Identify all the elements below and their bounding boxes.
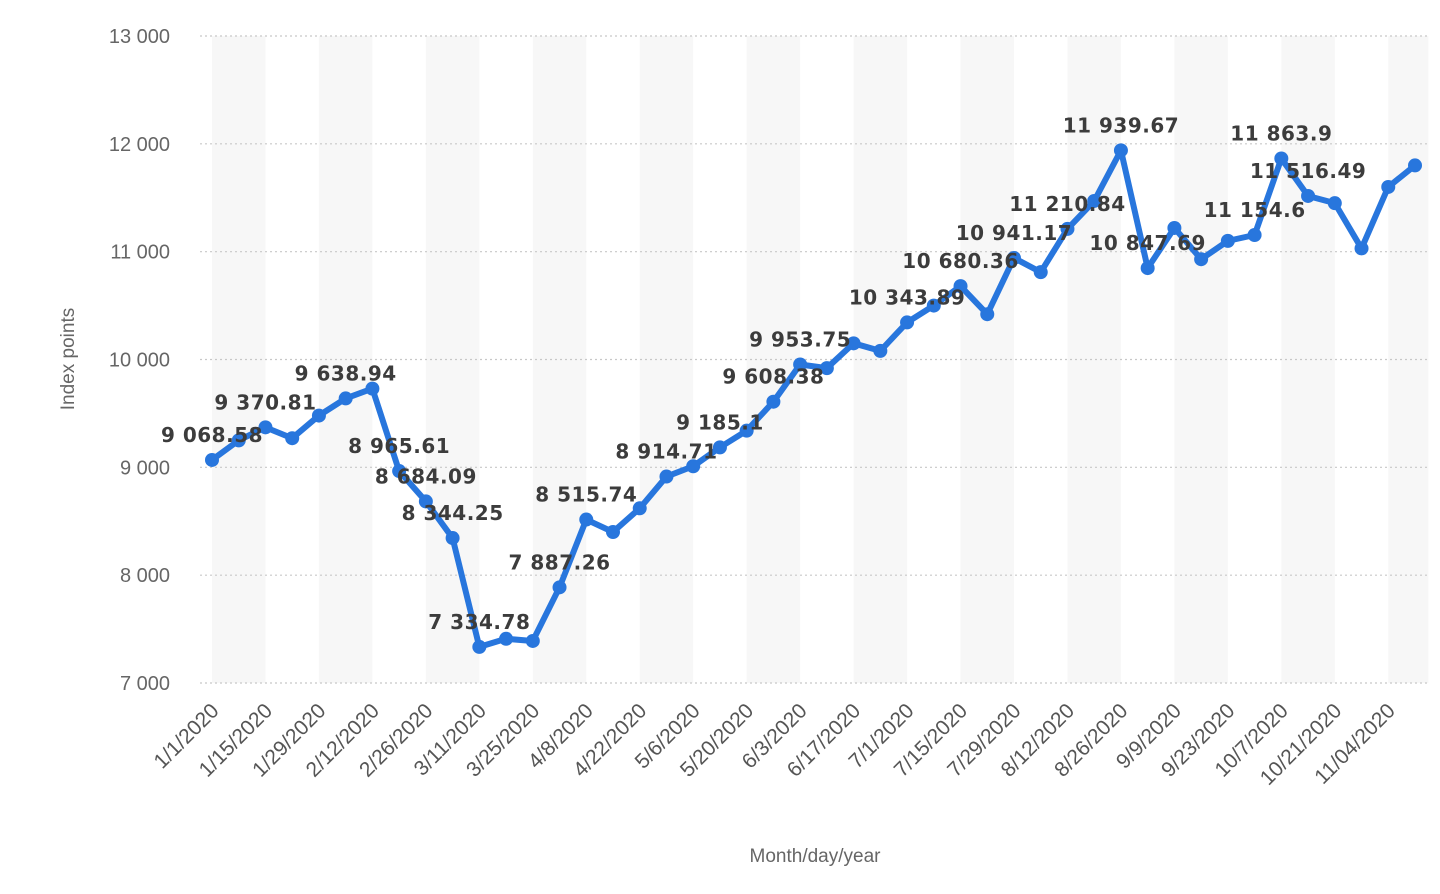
- data-point[interactable]: [1194, 252, 1209, 267]
- data-point[interactable]: [1301, 188, 1316, 203]
- data-point[interactable]: [499, 631, 514, 646]
- data-point[interactable]: [659, 469, 674, 484]
- data-point[interactable]: [579, 512, 594, 527]
- data-point[interactable]: [819, 361, 834, 376]
- data-label: 11 210.84: [1009, 192, 1125, 216]
- data-label: 9 953.75: [749, 327, 851, 351]
- data-point[interactable]: [552, 580, 567, 595]
- data-label: 11 863.9: [1230, 122, 1332, 146]
- column-band: [746, 36, 801, 683]
- data-point[interactable]: [1408, 158, 1422, 173]
- data-point[interactable]: [686, 459, 701, 474]
- y-tick-label: 10 000: [109, 350, 170, 372]
- data-label: 10 847.69: [1089, 231, 1205, 255]
- data-point[interactable]: [900, 315, 915, 330]
- data-point[interactable]: [712, 440, 727, 455]
- data-points: [205, 143, 1422, 654]
- y-tick-label: 13 000: [109, 26, 170, 48]
- x-axis-title: Month/day/year: [750, 846, 882, 867]
- data-point[interactable]: [1167, 220, 1182, 235]
- data-point[interactable]: [606, 525, 620, 540]
- data-point[interactable]: [739, 423, 754, 438]
- data-label: 8 914.71: [615, 440, 717, 464]
- data-point[interactable]: [338, 391, 353, 406]
- data-point[interactable]: [766, 394, 781, 409]
- y-tick-label: 7 000: [120, 673, 170, 695]
- y-tick-label: 12 000: [109, 134, 170, 156]
- data-label: 10 343.89: [849, 285, 965, 309]
- data-label: 9 185.1: [676, 410, 764, 434]
- data-label: 9 638.94: [295, 361, 397, 385]
- data-point[interactable]: [632, 501, 647, 516]
- data-label: 7 887.26: [509, 550, 611, 574]
- data-label: 9 370.81: [214, 390, 316, 414]
- series-line-group: [209, 147, 1418, 650]
- data-point[interactable]: [1247, 227, 1262, 242]
- data-point[interactable]: [1327, 196, 1342, 211]
- y-axis-title: Index points: [58, 308, 79, 410]
- data-point[interactable]: [846, 336, 861, 351]
- data-point[interactable]: [1140, 261, 1155, 276]
- data-label: 8 515.74: [535, 483, 637, 507]
- data-point[interactable]: [231, 433, 246, 448]
- data-point[interactable]: [205, 452, 219, 467]
- data-point[interactable]: [472, 639, 487, 654]
- data-point[interactable]: [392, 464, 407, 479]
- y-axis-ticks: 7 000 8 000 9 000 10 000 11 000 12 000 13 000: [109, 26, 170, 695]
- data-label: 9 608.38: [722, 365, 824, 389]
- data-label: 10 941.17: [956, 221, 1072, 245]
- data-point[interactable]: [1274, 151, 1289, 166]
- series-line: [209, 147, 1418, 650]
- data-point[interactable]: [418, 494, 433, 509]
- data-label: 8 344.25: [402, 501, 504, 525]
- data-point[interactable]: [1087, 193, 1102, 208]
- data-label: 9 068.58: [161, 423, 263, 447]
- data-point[interactable]: [873, 343, 888, 358]
- data-label: 8 684.09: [375, 464, 477, 488]
- data-point[interactable]: [980, 307, 995, 322]
- data-point[interactable]: [953, 279, 968, 294]
- data-point[interactable]: [793, 357, 808, 372]
- data-point[interactable]: [1381, 179, 1396, 194]
- data-point[interactable]: [1033, 265, 1048, 280]
- y-tick-label: 9 000: [120, 457, 170, 479]
- data-label: 11 516.49: [1250, 159, 1366, 183]
- data-point[interactable]: [1113, 143, 1128, 158]
- data-label: 11 939.67: [1063, 113, 1179, 137]
- data-label: 8 965.61: [348, 434, 450, 458]
- data-label: 11 154.6: [1204, 198, 1306, 222]
- data-label: 7 334.78: [428, 610, 530, 634]
- data-point[interactable]: [1354, 241, 1369, 256]
- data-labels: 9 068.58 9 370.81 9 638.94 8 965.61 8 684.09…: [161, 113, 1366, 634]
- data-point[interactable]: [1007, 251, 1021, 266]
- data-point[interactable]: [311, 408, 326, 423]
- data-point[interactable]: [365, 381, 380, 396]
- y-tick-label: 8 000: [120, 565, 170, 587]
- y-tick-label: 11 000: [110, 242, 170, 264]
- x-axis-ticks: 1/1/20201/15/20201/29/20202/12/20202/26/…: [149, 699, 1399, 790]
- column-band: [1388, 36, 1429, 683]
- data-point[interactable]: [258, 420, 273, 435]
- data-point[interactable]: [1060, 221, 1075, 236]
- data-point[interactable]: [926, 298, 941, 313]
- data-point[interactable]: [285, 431, 300, 446]
- data-point[interactable]: [1220, 233, 1235, 248]
- data-label: 10 680.36: [902, 249, 1018, 273]
- data-point[interactable]: [525, 633, 540, 648]
- data-point[interactable]: [445, 531, 460, 546]
